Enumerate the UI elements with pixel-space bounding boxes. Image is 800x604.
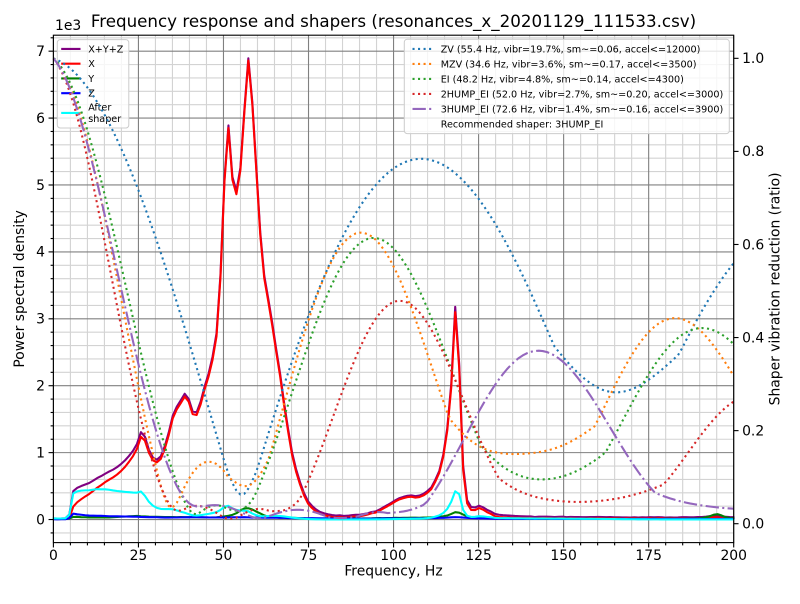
tick-label-y-right: 0.0 [742, 517, 764, 533]
legend-label: MZV (34.6 Hz, vibr=3.6%, sm~=0.17, accel… [441, 59, 697, 70]
legend-label: 2HUMP_EI (52.0 Hz, vibr=2.7%, sm~=0.20, … [441, 89, 724, 100]
tick-label-y-left: 6 [36, 111, 45, 127]
tick-label-y-right: 0.2 [742, 423, 764, 439]
y-axis-label-right: Shaper vibration reduction (ratio) [768, 172, 784, 405]
legend-label: X [88, 59, 95, 70]
tick-label-y-right: 0.8 [742, 144, 764, 160]
tick-label-y-right: 0.6 [742, 237, 764, 253]
tick-label-x: 75 [300, 548, 318, 564]
chart-title: Frequency response and shapers (resonanc… [91, 11, 696, 32]
tick-label-x: 25 [130, 548, 148, 564]
legend-label: Z [88, 89, 95, 100]
tick-label-y-right: 1.0 [742, 51, 764, 67]
legend-label: shaper [88, 114, 121, 125]
tick-label-y-left: 3 [36, 312, 45, 328]
tick-label-x: 125 [465, 548, 492, 564]
tick-label-x: 0 [49, 548, 58, 564]
tick-label-x: 150 [550, 548, 577, 564]
curve-shaper-ei [52, 57, 735, 516]
legend-label: After [88, 103, 111, 114]
legend-shapers: ZV (55.4 Hz, vibr=19.7%, sm~=0.06, accel… [403, 38, 730, 135]
legend-label: ZV (55.4 Hz, vibr=19.7%, sm~=0.06, accel… [441, 44, 701, 55]
tick-label-y-left: 5 [36, 178, 45, 194]
legend-label: Y [87, 74, 94, 85]
tick-label-y-left: 2 [36, 379, 45, 395]
legend-label: Recommended shaper: 3HUMP_EI [441, 120, 604, 131]
y-axis-label-left: Power spectral density [12, 210, 28, 368]
tick-label-y-left: 1 [36, 445, 45, 461]
legend-frame [403, 38, 730, 135]
ticks: 0 25 50 75 100 125 150 175 200 0 1 2 3 4 5 6 7 0.0 0.2 0.4 0… [36, 37, 764, 564]
tick-label-x: 200 [720, 548, 747, 564]
curve-psd-after-shaper [52, 488, 735, 521]
tick-label-y-right: 0.4 [742, 330, 764, 346]
tick-label-y-left: 0 [36, 512, 45, 528]
tick-label-x: 50 [215, 548, 233, 564]
legend-label: 3HUMP_EI (72.6 Hz, vibr=1.4%, sm~=0.16, … [441, 104, 724, 115]
x-axis-label: Frequency, Hz [344, 564, 442, 580]
curve-shaper-3hump-ei [52, 57, 734, 520]
tick-label-x: 175 [635, 548, 662, 564]
tick-label-x: 100 [380, 548, 407, 564]
tick-label-y-left: 7 [36, 44, 45, 60]
legend-label: X+Y+Z [88, 44, 124, 55]
y-axis-offset-text: 1e3 [55, 18, 81, 34]
legend-label: EI (48.2 Hz, vibr=4.8%, sm~=0.14, accel<… [441, 74, 684, 85]
tick-label-y-left: 4 [36, 245, 45, 261]
curve-shaper-mzv [52, 57, 735, 509]
